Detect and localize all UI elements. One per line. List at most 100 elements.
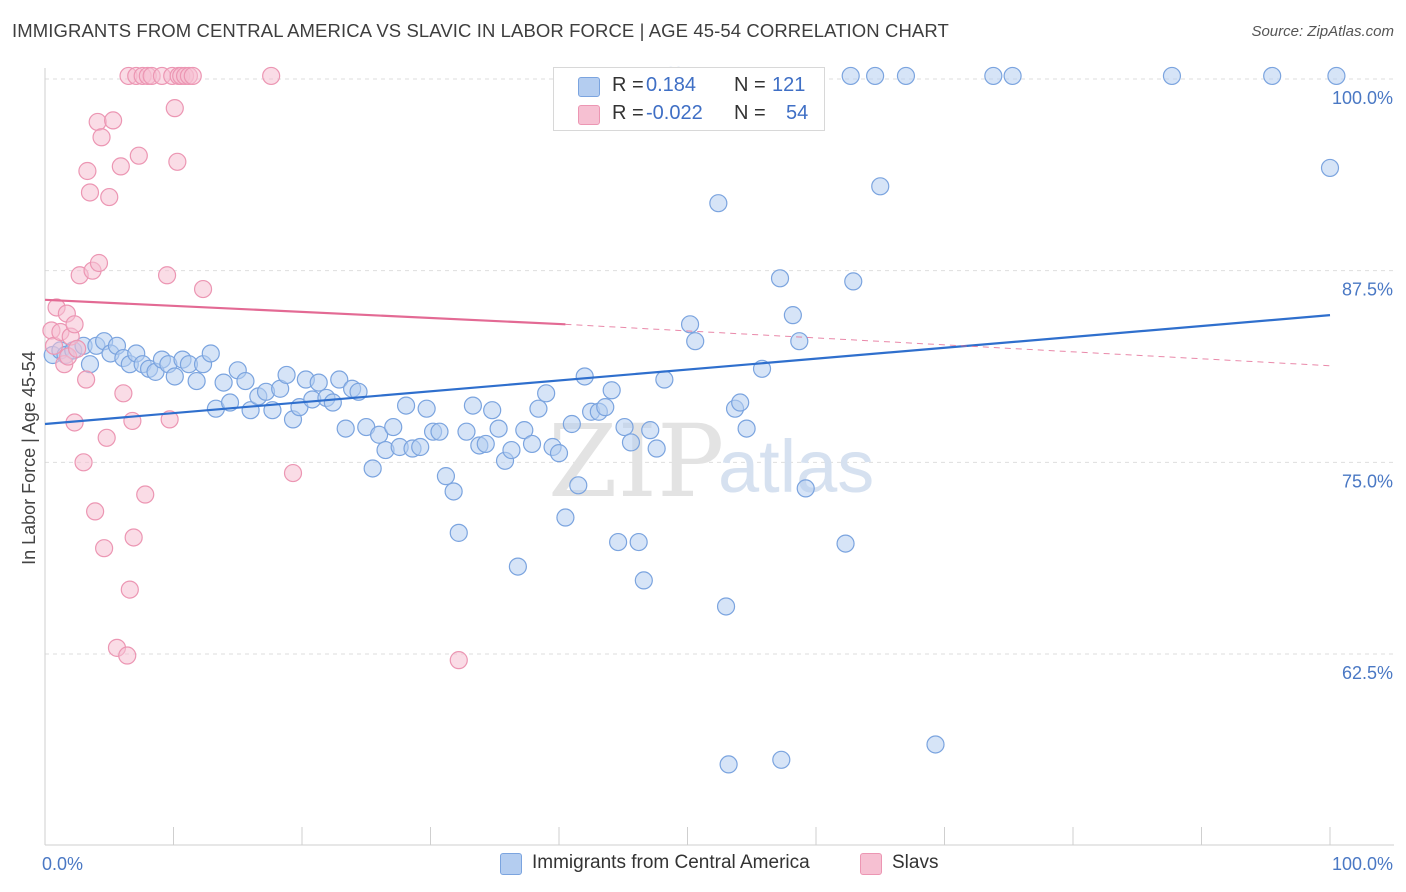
series-slavs-points [42,66,468,670]
data-point-central-america [796,479,815,498]
data-point-central-america [871,177,890,196]
legend-label: Slavs [892,852,939,873]
data-point-slavs [95,539,114,558]
data-point-central-america [641,421,660,440]
data-point-slavs [78,161,97,181]
data-point-central-america [449,523,468,542]
data-point-central-america [384,417,403,437]
data-point-central-america [165,367,184,386]
data-point-central-america [549,444,569,463]
series-central-america-points [43,66,1346,774]
data-point-central-america [575,367,594,386]
n-value: 121 [772,74,806,96]
data-point-central-america [731,393,750,412]
trend-line-central-america [44,314,1331,426]
data-point-slavs [449,651,468,670]
data-point-central-america [655,370,674,389]
data-point-central-america [502,440,521,460]
data-point-central-america [844,272,863,291]
data-point-central-america [201,344,220,363]
data-point-slavs [123,411,142,431]
y-tick-label: 62.5% [1342,663,1393,683]
data-point-slavs [92,128,111,147]
data-point-central-america [436,467,456,486]
data-point-slavs [89,253,109,273]
data-point-central-america [984,66,1003,86]
data-point-central-america [483,401,502,420]
data-point-central-america [411,437,430,457]
data-point-central-america [836,534,855,553]
data-point-slavs [136,485,155,504]
data-point-central-america [515,421,534,440]
y-tick-label: 75.0% [1342,471,1393,491]
data-point-central-america [529,399,548,418]
data-point-slavs [157,266,177,285]
swatch-slavs [578,105,600,125]
data-point-slavs [129,146,148,165]
data-point-slavs [118,646,137,665]
data-point-central-america [896,66,916,86]
data-point-central-america [336,419,355,438]
data-point-slavs [193,279,213,299]
legend-label: Immigrants from Central America [532,852,810,873]
data-point-central-america [680,315,700,334]
data-point-central-america [686,332,705,351]
data-point-central-america [537,384,556,403]
x-tick-labels: 0.0% 100.0% [42,854,1393,874]
data-point-central-america [214,373,233,392]
data-point-central-america [220,393,240,412]
data-point-central-america [841,66,860,86]
y-tick-label: 87.5% [1342,280,1393,300]
data-point-central-america [417,399,436,418]
data-point-slavs [120,580,139,599]
data-point-central-america [770,269,790,288]
data-point-slavs [104,111,123,130]
data-point-central-america [772,750,791,769]
data-point-central-america [629,532,648,552]
n-label: N = [734,102,766,124]
data-point-central-america [522,434,542,454]
x-tick-label: 0.0% [42,854,83,874]
r-value: -0.022 [646,102,703,124]
data-point-central-america [737,419,756,438]
series-legend: Immigrants from Central America Slavs [0,852,1406,878]
data-point-central-america [277,365,296,385]
data-point-central-america [562,414,581,434]
data-point-slavs [88,112,107,132]
axes [44,68,1394,846]
data-point-central-america [569,476,588,495]
data-point-central-america [430,422,449,441]
trend-line-slavs-extension [565,323,1331,367]
data-point-central-america [370,425,389,444]
data-point-central-america [396,396,416,415]
data-point-central-america [1162,66,1182,86]
legend-swatch-central-america [500,853,522,875]
data-point-slavs [114,384,133,403]
data-point-central-america [330,370,349,389]
data-point-central-america [719,755,738,774]
data-point-central-america [709,194,728,213]
x-tick-label: 100.0% [1332,854,1393,874]
data-point-central-america [363,459,382,478]
n-label: N = [734,74,766,96]
data-point-central-america [783,306,802,325]
y-axis-label: In Labor Force | Age 45-54 [19,351,39,565]
data-point-central-america [309,373,328,392]
data-point-central-america [556,508,575,527]
data-point-slavs [160,410,179,429]
data-point-slavs [77,370,96,389]
n-value: 54 [786,102,809,124]
data-point-central-america [476,434,495,454]
r-label: R = [612,74,644,96]
data-point-central-america [790,332,809,351]
data-point-central-america [323,393,342,412]
data-point-central-america [1003,66,1022,86]
data-point-slavs [165,99,184,118]
data-point-central-america [615,417,634,437]
data-point-slavs [262,66,281,86]
data-point-central-america [187,371,206,391]
data-point-central-america [457,422,476,441]
chart-title: IMMIGRANTS FROM CENTRAL AMERICA VS SLAVI… [12,20,949,41]
data-point-central-america [1320,158,1340,178]
